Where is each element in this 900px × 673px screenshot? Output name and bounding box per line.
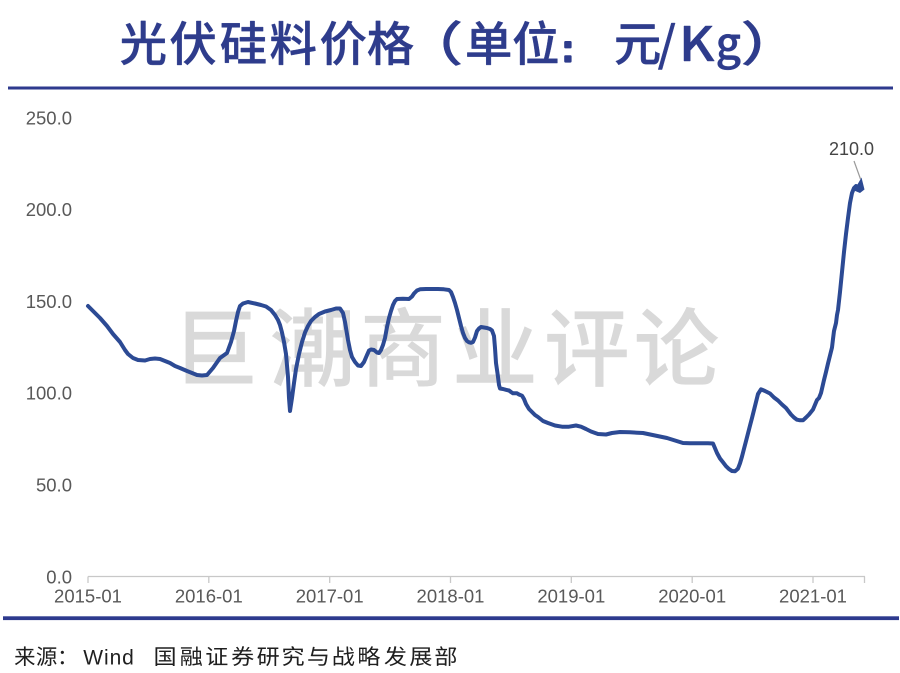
svg-text:2015-01: 2015-01: [54, 586, 122, 607]
svg-text:2020-01: 2020-01: [658, 586, 726, 607]
svg-text:2021-01: 2021-01: [779, 586, 847, 607]
svg-text:50.0: 50.0: [36, 475, 72, 496]
svg-text:210.0: 210.0: [829, 139, 874, 159]
svg-text:2017-01: 2017-01: [296, 586, 364, 607]
svg-text:0.0: 0.0: [46, 566, 72, 587]
svg-text:100.0: 100.0: [26, 383, 72, 404]
svg-text:250.0: 250.0: [26, 107, 72, 128]
svg-text:150.0: 150.0: [26, 291, 72, 312]
svg-text:200.0: 200.0: [26, 199, 72, 220]
svg-text:2018-01: 2018-01: [417, 586, 485, 607]
svg-text:2016-01: 2016-01: [175, 586, 243, 607]
svg-text:2019-01: 2019-01: [537, 586, 605, 607]
svg-text:Wind: Wind: [83, 646, 134, 669]
